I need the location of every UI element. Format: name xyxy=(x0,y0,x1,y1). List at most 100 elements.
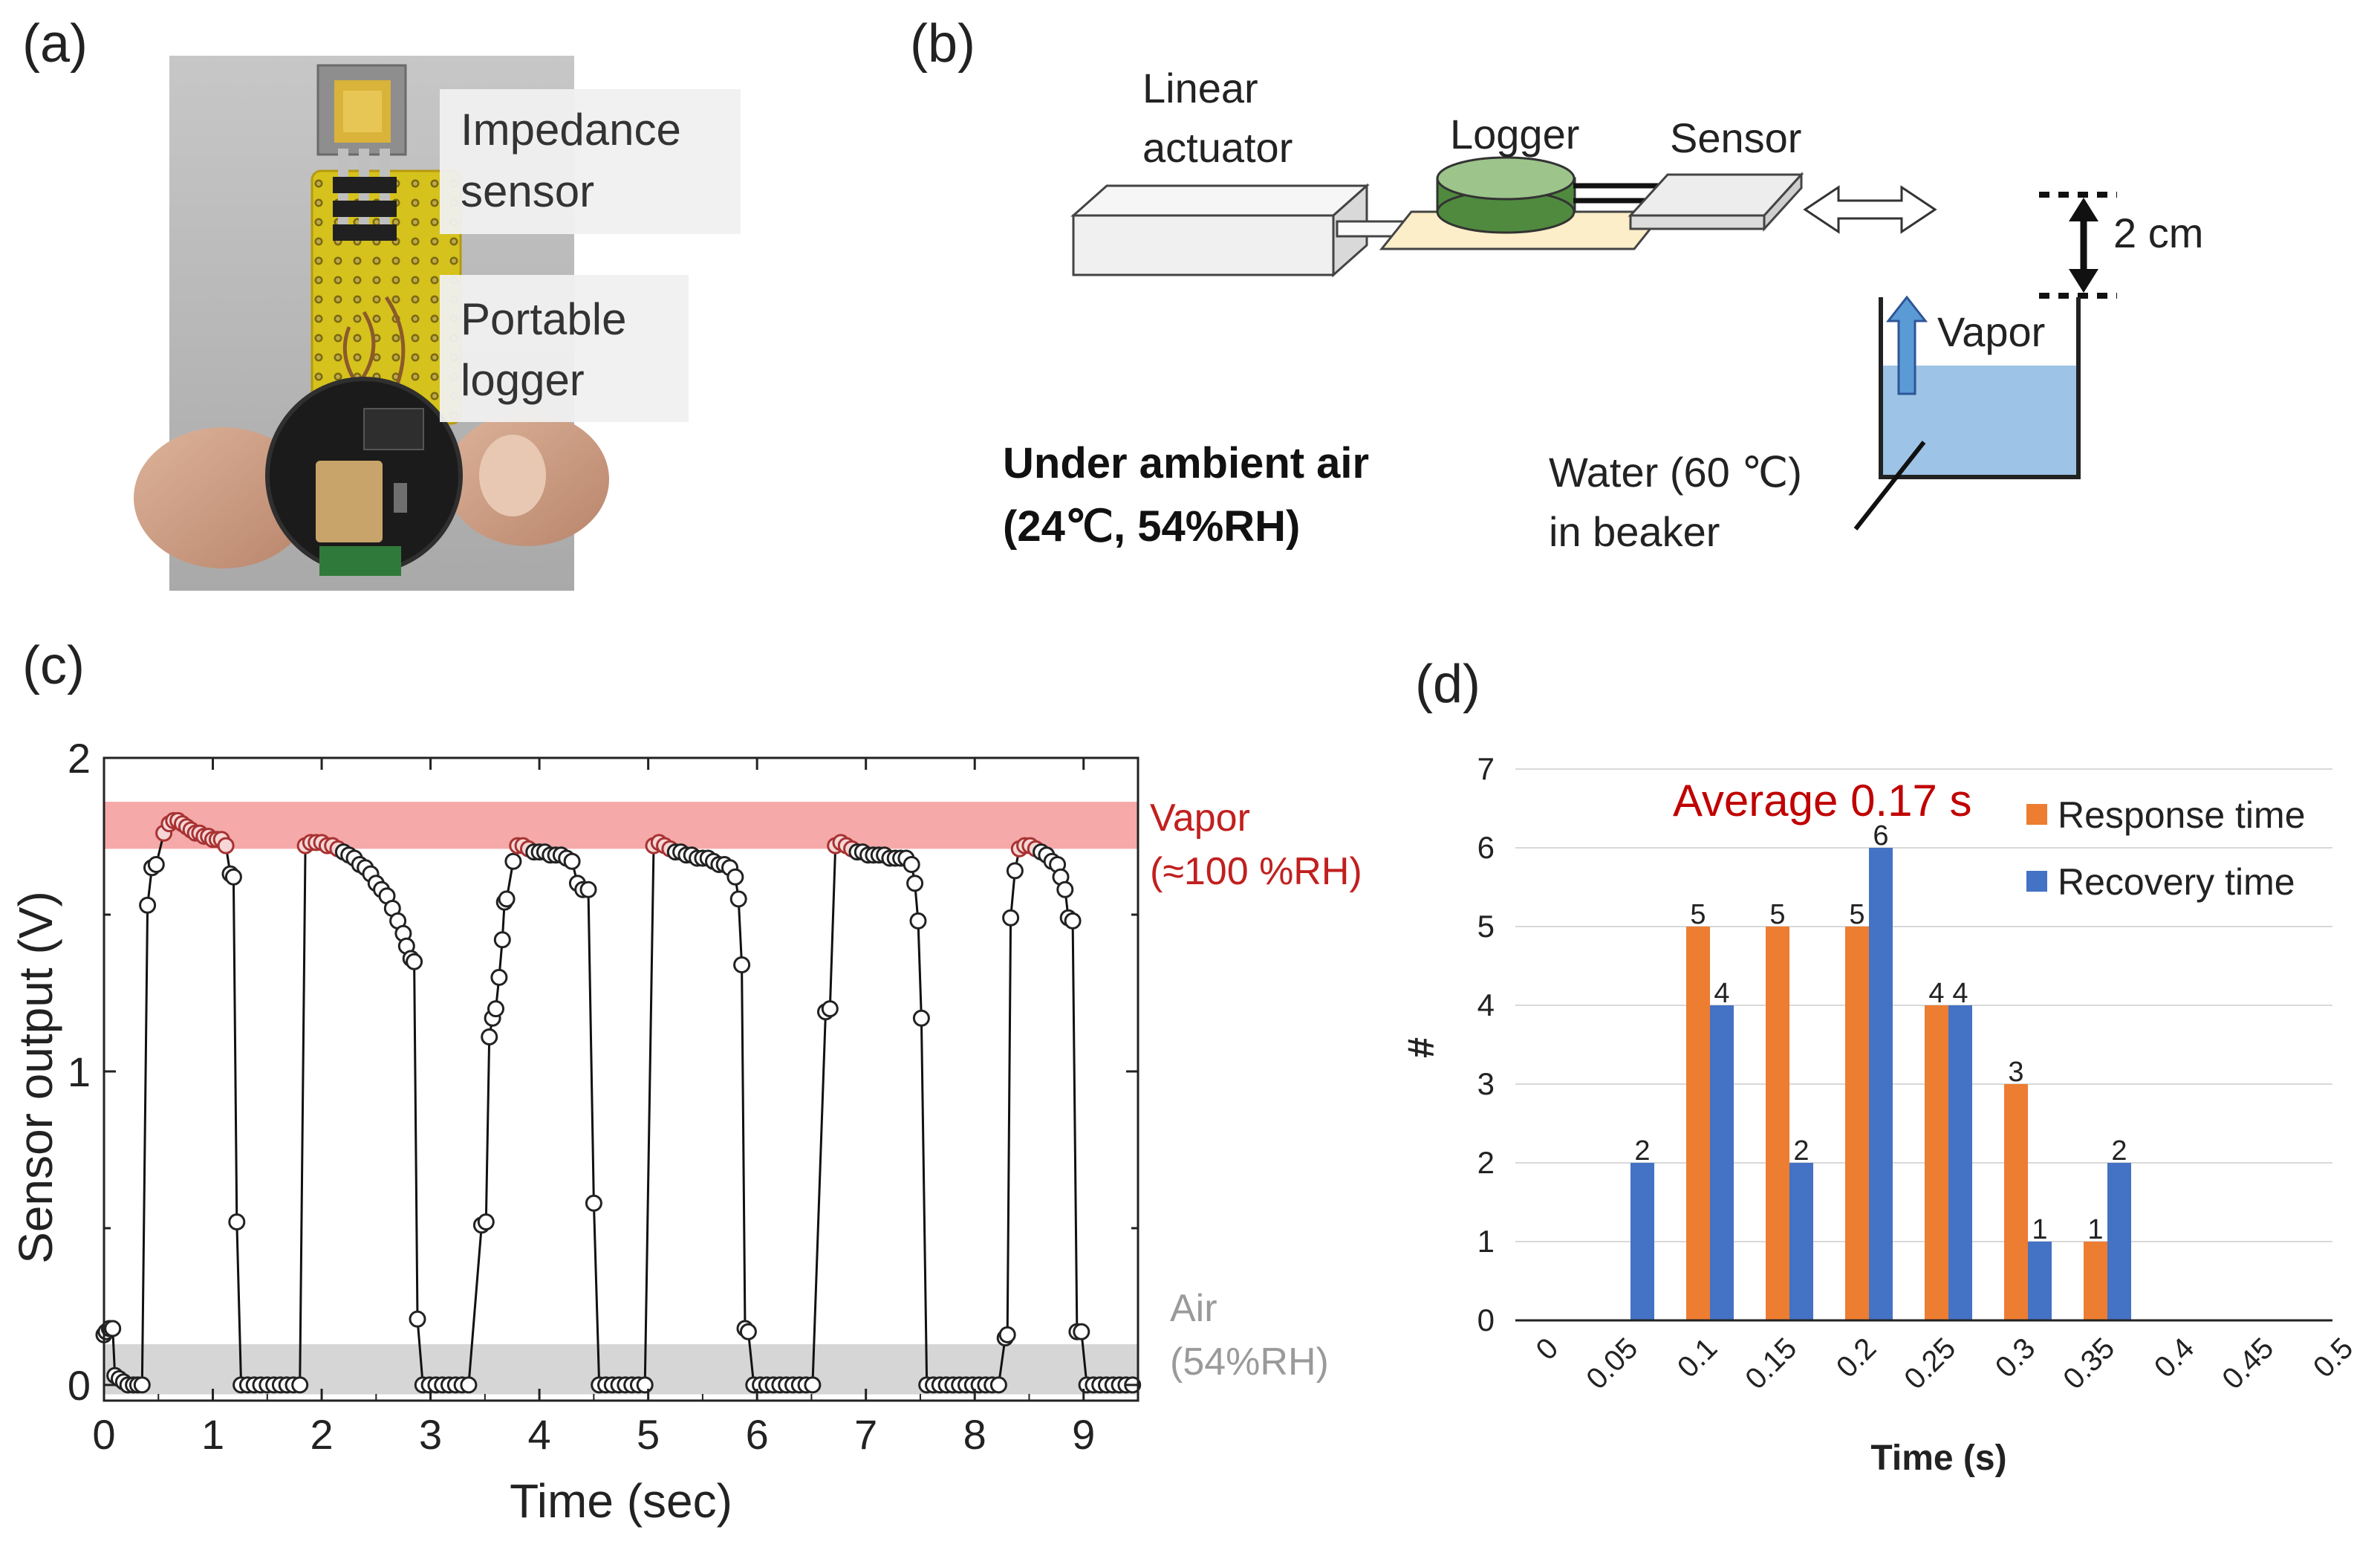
data-point xyxy=(817,1003,834,1021)
bar-response xyxy=(2004,1084,2028,1320)
right-finger xyxy=(446,412,609,546)
data-point xyxy=(265,1376,283,1394)
data-point xyxy=(650,834,668,852)
bar-label: 4 xyxy=(1952,978,1968,1009)
data-point xyxy=(957,1376,975,1394)
data-point xyxy=(139,896,157,914)
ambient-label-line1: Under ambient air xyxy=(1003,439,1369,487)
logger-disc xyxy=(1436,156,1576,234)
data-point xyxy=(318,837,336,854)
data-point xyxy=(525,843,543,861)
bar-recovery xyxy=(1710,1005,1734,1320)
vapor-band-label: Vapor xyxy=(1150,797,1250,840)
data-point xyxy=(233,1376,250,1394)
data-point xyxy=(881,849,899,867)
data-point xyxy=(195,828,213,845)
bar-recovery xyxy=(1869,848,1893,1320)
data-point xyxy=(745,1376,763,1394)
data-point xyxy=(493,931,511,949)
x-tick-label: 1 xyxy=(201,1411,224,1458)
data-point xyxy=(672,843,690,861)
data-point xyxy=(996,1329,1014,1347)
data-point xyxy=(212,831,230,849)
vapor-band-sublabel: (≈100 %RH) xyxy=(1150,850,1362,893)
sensor-label-line1: Impedance xyxy=(461,105,681,155)
data-point xyxy=(758,1376,776,1394)
data-point xyxy=(278,1376,296,1394)
data-point xyxy=(1006,862,1024,880)
data-point xyxy=(629,1376,647,1394)
data-point xyxy=(574,880,592,898)
data-point xyxy=(1016,837,1034,854)
y-tick-label: 1 xyxy=(68,1048,91,1095)
data-point xyxy=(530,843,548,861)
data-point xyxy=(931,1376,949,1394)
plot-frame-c xyxy=(103,756,1139,1402)
x-tick-label-d: 0.4 xyxy=(2148,1332,2200,1384)
data-point xyxy=(597,1376,614,1394)
y-tick-label: 2 xyxy=(68,735,91,782)
data-point xyxy=(963,1376,981,1394)
beaker xyxy=(1879,297,2081,479)
data-point xyxy=(367,875,385,892)
data-point xyxy=(285,1376,302,1394)
data-point xyxy=(477,1213,495,1230)
water-label-line2: in beaker xyxy=(1549,508,1720,555)
data-point xyxy=(357,859,374,877)
data-point xyxy=(1098,1376,1115,1394)
data-point xyxy=(373,880,391,898)
data-point xyxy=(736,1320,754,1337)
vapor-label: Vapor xyxy=(1937,308,2045,355)
data-point xyxy=(1064,912,1082,930)
actuator-rod xyxy=(1336,220,1413,238)
y-tick-label-d: 0 xyxy=(1477,1303,1495,1337)
data-point xyxy=(1059,909,1077,927)
data-point xyxy=(886,849,904,867)
data-point xyxy=(1049,856,1067,873)
data-point xyxy=(843,840,861,857)
data-point xyxy=(897,849,915,867)
data-point xyxy=(334,843,352,861)
data-point xyxy=(389,912,407,930)
sensor-label: Sensor xyxy=(1670,114,1801,161)
data-point xyxy=(402,950,420,967)
sensor-electrode xyxy=(334,80,391,143)
water xyxy=(1881,366,2078,477)
data-point xyxy=(238,1376,256,1394)
bar-label: 6 xyxy=(1873,820,1888,852)
data-point xyxy=(876,846,894,864)
data-point xyxy=(329,840,347,857)
data-point xyxy=(1111,1376,1128,1394)
data-point xyxy=(114,1373,132,1391)
data-point xyxy=(998,1326,1016,1343)
data-point xyxy=(778,1376,796,1394)
data-point xyxy=(892,849,910,867)
data-point xyxy=(552,846,570,864)
data-point xyxy=(1091,1376,1109,1394)
data-point xyxy=(699,849,717,867)
data-point xyxy=(111,1370,128,1387)
left-finger xyxy=(134,427,312,568)
data-point xyxy=(460,1376,478,1394)
data-point xyxy=(784,1376,802,1394)
x-tick-label-d: 0.1 xyxy=(1671,1332,1723,1384)
data-point xyxy=(208,831,226,849)
bar-label: 2 xyxy=(1793,1135,1809,1167)
data-point xyxy=(617,1376,634,1394)
sensor-label-line2: sensor xyxy=(461,166,594,216)
data-point xyxy=(558,849,576,867)
data-point xyxy=(490,968,508,986)
header-pins xyxy=(333,149,397,241)
data-point xyxy=(434,1376,452,1394)
data-point xyxy=(252,1376,270,1394)
x-tick-label: 6 xyxy=(746,1411,769,1458)
logger-label: Logger xyxy=(1450,111,1579,158)
actuator-label-line2: actuator xyxy=(1142,124,1293,171)
data-point xyxy=(918,1376,936,1394)
data-point xyxy=(585,1194,602,1212)
data-point xyxy=(797,1376,815,1394)
data-point xyxy=(484,1009,501,1027)
data-point xyxy=(764,1376,782,1394)
platform xyxy=(1379,210,1667,250)
